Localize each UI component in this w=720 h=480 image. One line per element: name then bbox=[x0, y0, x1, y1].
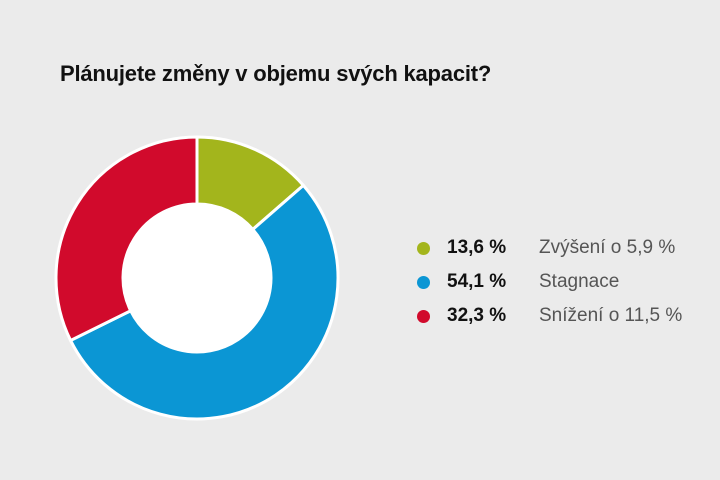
legend-value-decrease: 32,3 % bbox=[447, 305, 507, 326]
legend-item-increase: 13,6 % Zvýšení o 5,9 % bbox=[417, 231, 682, 265]
legend-label-stagnation: Stagnace bbox=[539, 271, 620, 292]
legend-value-stagnation: 54,1 % bbox=[447, 271, 507, 292]
page-title: Plánujete změny v objemu svých kapacit? bbox=[60, 61, 492, 86]
legend: 13,6 % Zvýšení o 5,9 % 54,1 % Stagnace 3… bbox=[417, 231, 682, 333]
legend-dot-increase bbox=[417, 241, 430, 255]
legend-label-increase: Zvýšení o 5,9 % bbox=[539, 237, 676, 258]
donut-hole bbox=[123, 204, 271, 352]
legend-dot-decrease bbox=[417, 309, 430, 323]
legend-item-stagnation: 54,1 % Stagnace bbox=[417, 265, 682, 299]
legend-value-increase: 13,6 % bbox=[447, 237, 507, 258]
legend-label-decrease: Snížení o 11,5 % bbox=[539, 305, 683, 326]
legend-dot-stagnation bbox=[417, 275, 430, 289]
legend-item-decrease: 32,3 % Snížení o 11,5 % bbox=[417, 299, 682, 333]
